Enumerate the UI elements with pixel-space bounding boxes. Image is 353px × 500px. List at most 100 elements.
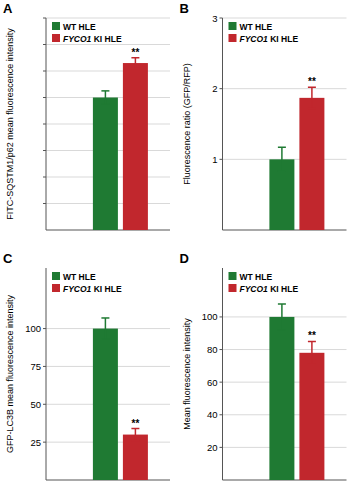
error-cap <box>278 171 286 173</box>
grid-line <box>223 88 347 89</box>
legend-rest: KI HLE <box>268 284 299 294</box>
error-cap <box>101 338 109 340</box>
annotation: ** <box>132 47 140 58</box>
y-axis-label: Fluorescence ratio (GFP/RFP) <box>182 63 192 185</box>
legend-swatch <box>52 22 60 30</box>
legend-swatch <box>229 272 237 280</box>
error-bar <box>308 341 316 364</box>
legend-swatch <box>229 284 237 292</box>
bar <box>269 317 294 480</box>
legend-label: WT HLE <box>63 22 96 32</box>
legend-gene: FYCO1 <box>240 284 269 294</box>
y-tick-label: 60 <box>207 377 218 388</box>
error-line <box>135 58 137 69</box>
bar <box>299 353 324 480</box>
y-tick-label: 100 <box>202 311 218 322</box>
error-line <box>105 318 107 339</box>
legend-label: FYCO1 KI HLE <box>240 284 299 294</box>
legend: WT HLEFYCO1 KI HLE <box>52 272 122 294</box>
y-axis-label: GFP-LC3B mean fluorescence intensity <box>5 294 15 453</box>
y-axis <box>46 268 47 480</box>
bar <box>123 435 148 480</box>
legend-rest: KI HLE <box>91 34 122 44</box>
error-bar <box>278 304 286 330</box>
legend-swatch <box>52 34 60 42</box>
y-axis-label: Mean fluorescence intensity <box>182 318 192 430</box>
legend: WT HLE FYCO1 KI HLE <box>52 22 122 44</box>
y-tick-label: 20 <box>207 442 218 453</box>
annotation: ** <box>132 418 140 429</box>
error-bar <box>308 87 316 108</box>
error-cap <box>308 363 316 365</box>
legend-label: WT HLE <box>240 272 273 282</box>
legend-swatch <box>52 284 60 292</box>
error-line <box>281 304 283 330</box>
y-tick-label: 75 <box>30 361 41 372</box>
error-bar <box>131 58 139 69</box>
grid-line <box>46 44 170 45</box>
marks <box>93 58 148 230</box>
y-tick-label: 2 <box>212 83 217 94</box>
legend: WT HLE FYCO1 KI HLE <box>229 22 299 44</box>
figure-svg: A FITC-SQSTM1/p62 mean fluorescence inten… <box>0 0 353 500</box>
y-axis <box>222 18 223 230</box>
error-bar <box>101 318 109 339</box>
error-bar <box>101 91 109 104</box>
bar <box>299 98 324 230</box>
panel-letter: D <box>180 251 189 266</box>
panel-letter: A <box>3 1 13 16</box>
marks <box>269 304 324 480</box>
y-tick-label: 100 <box>25 323 41 334</box>
y-tick-label: 3 <box>212 13 217 24</box>
error-cap <box>101 90 109 92</box>
bar <box>123 63 148 230</box>
panel-letter: B <box>180 1 189 16</box>
legend-swatch <box>229 22 237 30</box>
y-axis-label: FITC-SQSTM1/p62 mean fluorescence intens… <box>5 28 15 220</box>
legend-swatch <box>229 34 237 42</box>
error-line <box>105 91 107 104</box>
error-cap <box>278 303 286 305</box>
error-line <box>281 147 283 171</box>
y-tick-label: 1 <box>212 154 217 165</box>
marks <box>93 318 148 480</box>
y-tick-label: 40 <box>207 409 218 420</box>
legend-label: WT HLE <box>240 22 273 32</box>
legend-gene: FYCO1 <box>240 34 269 44</box>
error-cap <box>131 440 139 442</box>
error-cap <box>308 108 316 110</box>
grid-line <box>223 18 347 19</box>
y-axis <box>222 268 223 480</box>
legend-label: WT HLE <box>63 272 96 282</box>
grid-line <box>46 18 170 19</box>
legend-label: FYCO1 KI HLE <box>240 34 299 44</box>
error-line <box>135 429 137 441</box>
legend-label: FYCO1 KI HLE <box>63 34 122 44</box>
legend-rest: KI HLE <box>268 34 299 44</box>
legend-rest: KI HLE <box>91 284 122 294</box>
legend-swatch <box>52 272 60 280</box>
panel: CGFP-LC3B mean fluorescence intensity255… <box>3 251 170 480</box>
error-cap <box>101 103 109 105</box>
error-line <box>311 87 313 108</box>
legend-gene: FYCO1 <box>63 34 92 44</box>
error-cap <box>131 68 139 70</box>
error-cap <box>278 147 286 149</box>
error-cap <box>278 329 286 331</box>
y-axis <box>46 18 47 230</box>
grid-line <box>46 71 170 72</box>
y-tick-label: 50 <box>30 399 41 410</box>
bar <box>93 329 118 480</box>
annotation: ** <box>308 330 316 341</box>
bar <box>93 98 118 231</box>
legend: WT HLE FYCO1 KI HLE <box>229 272 299 294</box>
figure: A FITC-SQSTM1/p62 mean fluorescence inten… <box>0 0 353 500</box>
error-cap <box>101 317 109 319</box>
panel: DMean fluorescence intensity20406080100*… <box>180 251 347 480</box>
error-bar <box>131 429 139 441</box>
error-line <box>311 341 313 364</box>
annotation: ** <box>308 76 316 87</box>
y-tick-label: 25 <box>30 437 41 448</box>
marks <box>269 87 324 230</box>
error-bar <box>278 147 286 171</box>
